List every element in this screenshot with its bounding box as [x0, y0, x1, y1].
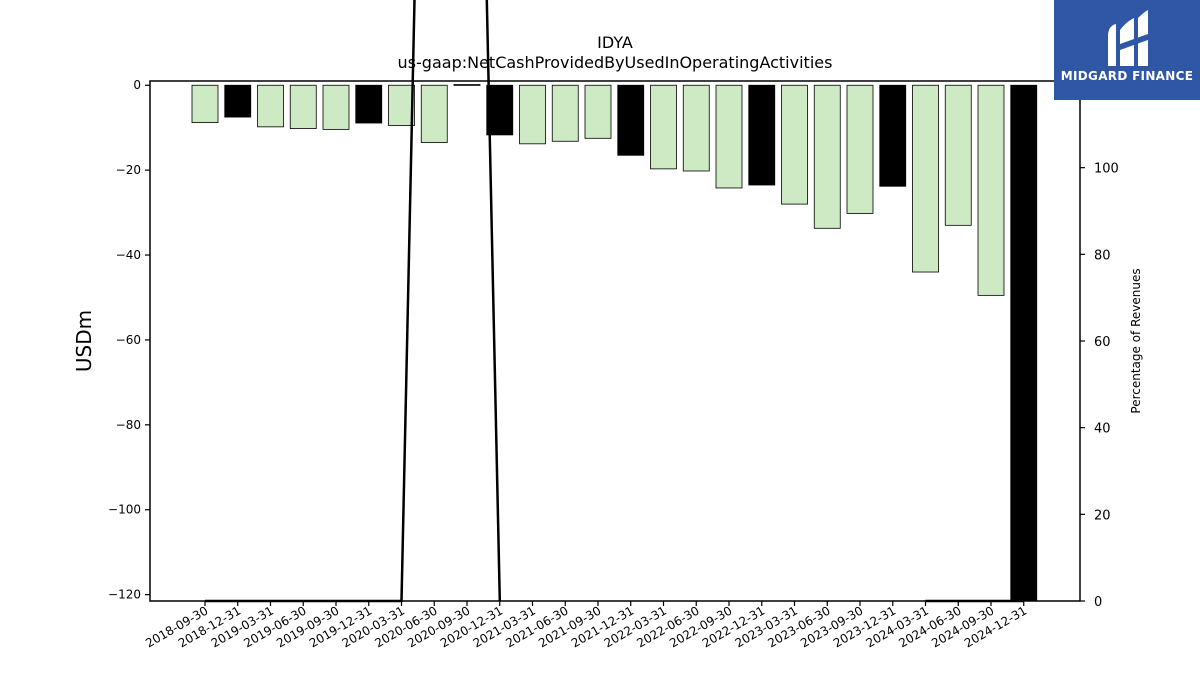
- bar: [682, 84, 710, 172]
- y-tick-label: −100: [108, 503, 141, 517]
- bar: [486, 84, 514, 136]
- y2-tick-label: 40: [1094, 422, 1111, 437]
- y-tick-label: 0: [133, 78, 141, 92]
- bar: [617, 84, 645, 156]
- bar: [453, 83, 481, 86]
- y2-tick-label: 80: [1094, 248, 1111, 263]
- midgard-finance-logo: MIDGARD FINANCE: [1054, 0, 1200, 100]
- bar: [1010, 84, 1038, 602]
- y-axis-label: USDm: [72, 310, 96, 372]
- bar: [584, 84, 612, 139]
- y-tick-label: −60: [116, 333, 141, 347]
- bar: [420, 84, 448, 143]
- y-tick-label: −40: [116, 248, 141, 262]
- bar: [748, 84, 776, 186]
- bar: [944, 84, 972, 226]
- bar: [388, 84, 415, 126]
- logo-text: MIDGARD FINANCE: [1060, 69, 1194, 83]
- bar: [191, 84, 219, 123]
- bar: [781, 84, 808, 205]
- bar: [650, 84, 677, 170]
- y2-tick-label: 100: [1094, 162, 1119, 177]
- y2-tick-label: 60: [1094, 335, 1111, 350]
- y-tick-label: −80: [116, 418, 141, 432]
- y2-tick-label: 20: [1094, 508, 1111, 523]
- bar: [813, 84, 841, 229]
- y-tick-label: −120: [108, 588, 141, 602]
- bar: [912, 84, 939, 273]
- y2-axis-label: Percentage of Revenues: [1129, 268, 1143, 413]
- y2-tick-label: 0: [1094, 595, 1102, 610]
- bar: [322, 84, 350, 130]
- bars-group: [191, 83, 1038, 602]
- y-tick-label: −20: [116, 163, 141, 177]
- bar: [257, 84, 284, 128]
- bar: [846, 84, 874, 214]
- chart-title: IDYA: [597, 33, 633, 52]
- logo-mark-icon: [1108, 10, 1148, 66]
- bar: [551, 84, 579, 142]
- bar: [879, 84, 907, 187]
- bar: [715, 84, 743, 189]
- bar: [289, 84, 317, 129]
- bar: [519, 84, 546, 145]
- bar: [355, 84, 383, 124]
- bar: [224, 84, 252, 118]
- bar: [977, 84, 1005, 296]
- chart-subtitle: us-gaap:NetCashProvidedByUsedInOperating…: [398, 53, 833, 72]
- plot-frame: [149, 80, 1081, 602]
